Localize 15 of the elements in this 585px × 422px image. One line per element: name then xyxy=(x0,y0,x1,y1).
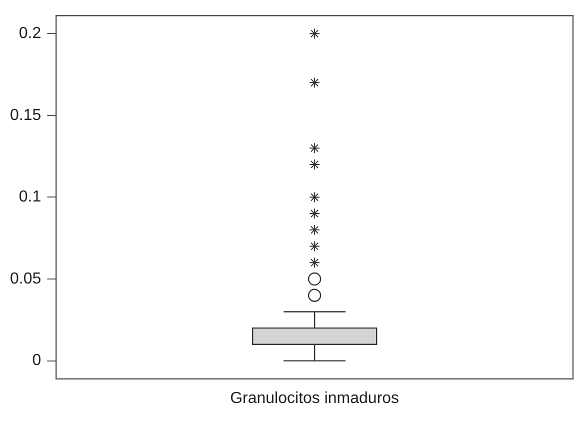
y-tick-label: 0.2 xyxy=(18,25,42,42)
point xyxy=(309,158,320,170)
y-tick-label: 0.05 xyxy=(10,270,42,288)
point xyxy=(309,192,320,203)
point xyxy=(309,224,320,236)
x-tick-label: Granulocitos inmaduros xyxy=(230,390,400,407)
point xyxy=(309,208,320,220)
point xyxy=(309,77,320,88)
point xyxy=(309,257,320,268)
y-tick-label: 0.15 xyxy=(10,106,42,124)
point xyxy=(309,142,320,154)
point xyxy=(309,240,320,252)
y-tick-label: 0 xyxy=(32,352,42,370)
y-tick-label: 0.1 xyxy=(18,188,42,206)
point xyxy=(309,28,320,40)
